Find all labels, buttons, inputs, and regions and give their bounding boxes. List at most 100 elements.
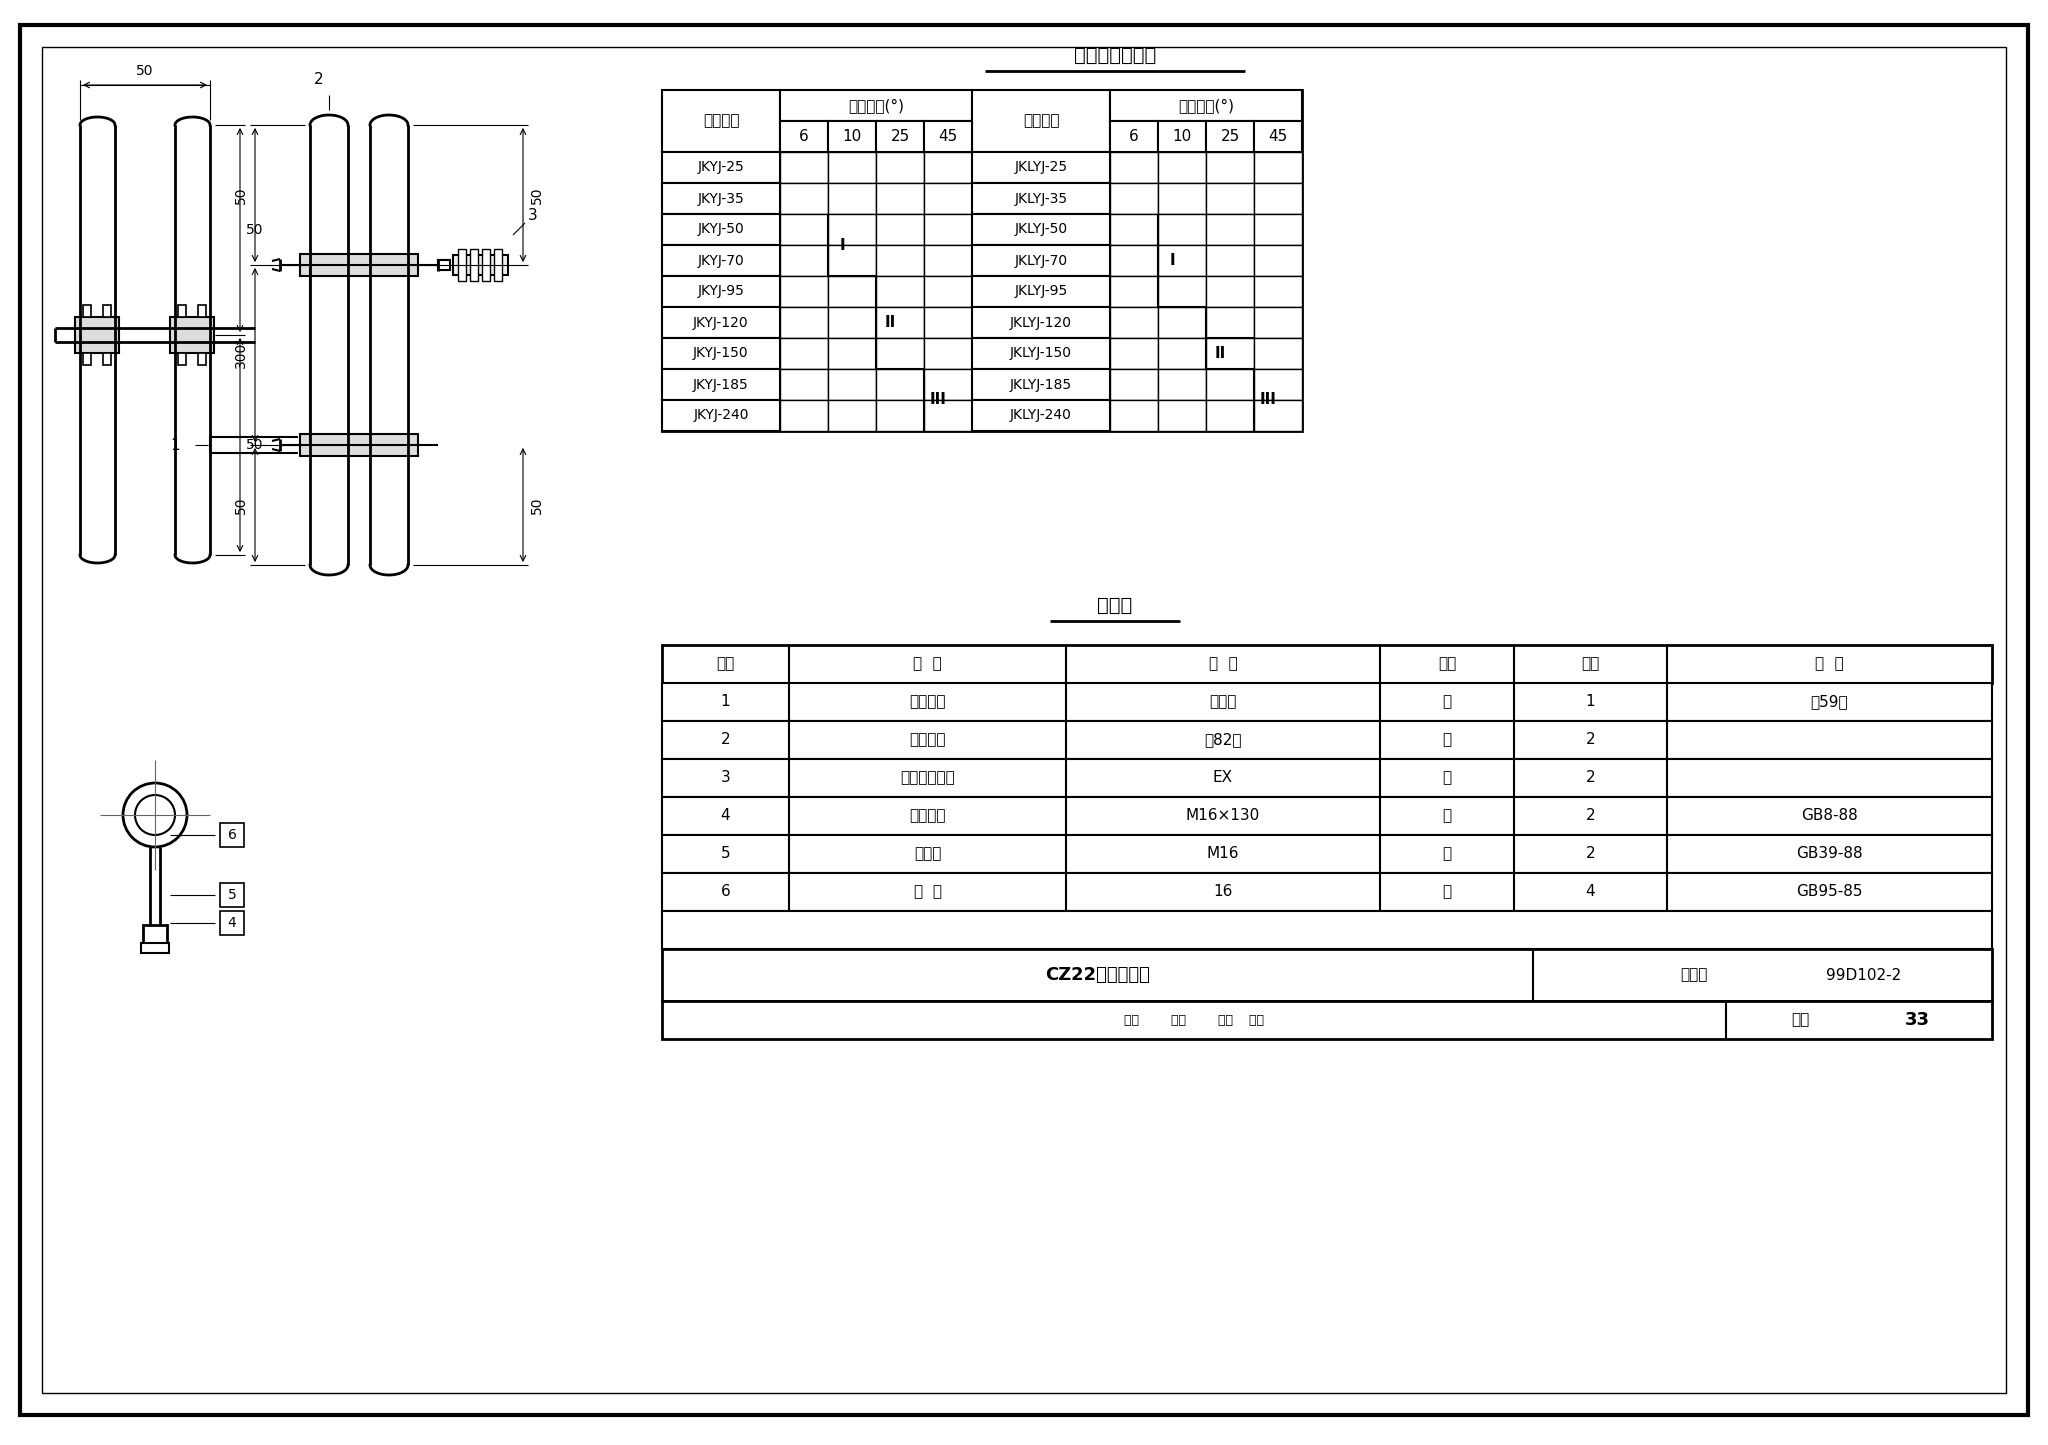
Text: 导线规格: 导线规格 <box>702 114 739 129</box>
Text: 16: 16 <box>1212 884 1233 899</box>
Bar <box>973 214 1110 246</box>
Text: 33: 33 <box>1905 1011 1929 1029</box>
Text: 50: 50 <box>530 496 545 514</box>
Text: 槽鉢抱箍: 槽鉢抱箍 <box>909 733 946 747</box>
Bar <box>973 368 1110 400</box>
Bar <box>219 910 244 935</box>
Text: 个: 个 <box>1442 809 1452 824</box>
Bar <box>924 152 973 184</box>
Bar <box>1157 400 1206 431</box>
Bar <box>780 184 827 214</box>
Bar <box>141 944 170 954</box>
Text: 5: 5 <box>227 889 236 902</box>
Bar <box>662 152 780 184</box>
Bar <box>299 254 418 276</box>
Bar <box>827 214 877 246</box>
Text: JKLYJ-120: JKLYJ-120 <box>1010 315 1071 329</box>
Bar <box>1206 214 1253 246</box>
Bar <box>1157 276 1206 306</box>
Text: JKYJ-95: JKYJ-95 <box>698 285 743 299</box>
Bar <box>662 90 780 152</box>
Bar <box>827 246 877 276</box>
Bar <box>877 368 924 400</box>
Bar <box>924 368 973 400</box>
Text: 2: 2 <box>313 72 324 88</box>
Bar <box>1206 184 1253 214</box>
Bar <box>1110 400 1157 431</box>
Text: 审核        校对        设计    天迪: 审核 校对 设计 天迪 <box>1124 1013 1264 1026</box>
Bar <box>662 759 1993 798</box>
Text: 见上表: 见上表 <box>1208 695 1237 709</box>
Text: 方螺母: 方螺母 <box>913 847 942 861</box>
Bar <box>924 400 973 431</box>
Bar <box>827 152 877 184</box>
Bar <box>877 184 924 214</box>
Text: III: III <box>1260 393 1276 407</box>
Bar <box>170 316 213 353</box>
Text: 1: 1 <box>721 695 731 709</box>
Text: 99D102-2: 99D102-2 <box>1827 968 1901 983</box>
Bar <box>459 249 467 280</box>
Bar <box>1110 338 1157 368</box>
Bar <box>102 353 111 366</box>
Bar <box>877 306 924 338</box>
Bar <box>1157 246 1206 276</box>
Text: GB8-88: GB8-88 <box>1800 809 1858 824</box>
Text: 50: 50 <box>246 438 264 452</box>
Text: 2: 2 <box>1585 770 1595 786</box>
Text: CZ22横担组装图: CZ22横担组装图 <box>1044 967 1149 984</box>
Bar <box>924 338 973 368</box>
Text: 4: 4 <box>721 809 731 824</box>
Bar <box>662 368 780 400</box>
Text: 45: 45 <box>1268 129 1288 144</box>
Text: 50: 50 <box>530 186 545 204</box>
Text: 个: 个 <box>1442 884 1452 899</box>
Bar <box>924 121 973 152</box>
Bar <box>780 306 827 338</box>
Text: M16: M16 <box>1206 847 1239 861</box>
Bar <box>973 400 1110 431</box>
Text: 3: 3 <box>721 770 731 786</box>
Text: 1: 1 <box>170 438 180 452</box>
Text: JKYJ-35: JKYJ-35 <box>698 192 743 205</box>
Bar <box>199 353 207 366</box>
Text: 50: 50 <box>246 223 264 237</box>
Bar <box>199 305 207 316</box>
Bar <box>780 121 827 152</box>
Bar <box>877 152 924 184</box>
Bar <box>827 276 877 306</box>
Bar <box>178 353 186 366</box>
Bar <box>1253 152 1303 184</box>
Bar <box>924 306 973 338</box>
Text: EX: EX <box>1212 770 1233 786</box>
Bar <box>178 305 186 316</box>
Text: 4: 4 <box>1585 884 1595 899</box>
Bar <box>662 276 780 306</box>
Bar <box>662 246 780 276</box>
Text: JKLYJ-95: JKLYJ-95 <box>1014 285 1067 299</box>
Bar <box>494 249 502 280</box>
Text: 3: 3 <box>528 208 539 223</box>
Bar <box>1253 246 1303 276</box>
Text: 明细表: 明细表 <box>1098 595 1133 614</box>
Bar <box>1253 276 1303 306</box>
Bar <box>84 353 90 366</box>
Text: 线路转角(°): 线路转角(°) <box>1178 98 1235 113</box>
Text: 序号: 序号 <box>717 656 735 672</box>
Text: 个: 个 <box>1442 770 1452 786</box>
Bar <box>973 184 1110 214</box>
Bar <box>662 214 780 246</box>
Text: 10: 10 <box>1171 129 1192 144</box>
Bar <box>1157 121 1206 152</box>
Bar <box>1253 368 1303 400</box>
Bar <box>973 338 1110 368</box>
Bar <box>102 305 111 316</box>
Bar <box>662 835 1993 873</box>
Text: III: III <box>930 393 946 407</box>
Text: 6: 6 <box>227 828 236 842</box>
Text: 2: 2 <box>721 733 731 747</box>
Bar <box>877 400 924 431</box>
Bar <box>1206 400 1253 431</box>
Bar <box>827 338 877 368</box>
Bar <box>780 400 827 431</box>
